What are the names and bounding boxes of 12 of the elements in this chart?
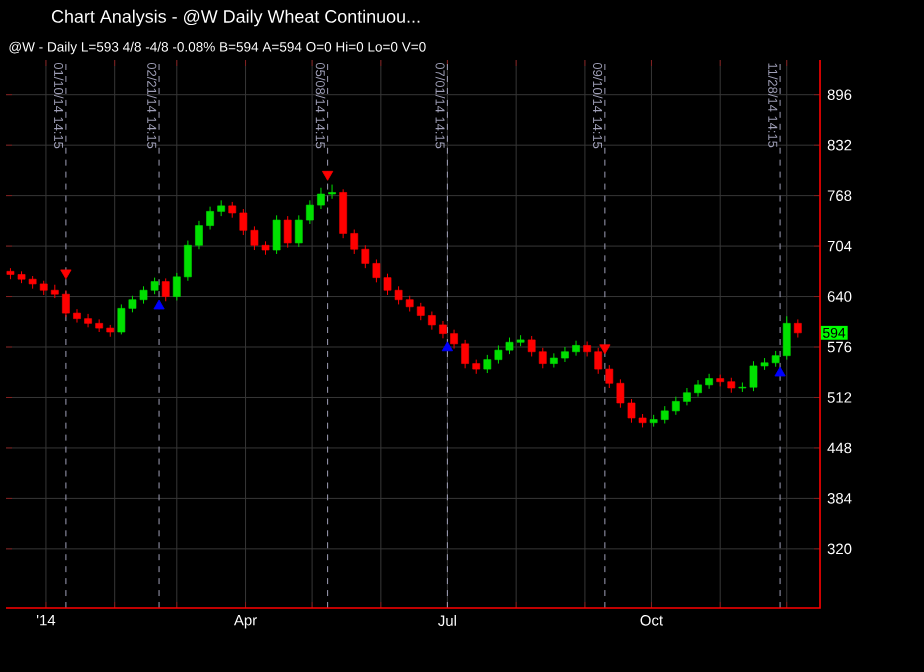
candlestick — [161, 277, 170, 302]
candlestick — [793, 318, 802, 339]
candlestick — [283, 215, 292, 249]
point — [60, 269, 72, 280]
candlestick — [583, 340, 591, 357]
chart-title: Chart Analysis - @W Daily Wheat Continuou... — [51, 9, 420, 27]
point — [774, 366, 786, 377]
point — [322, 170, 334, 181]
candlestick — [272, 214, 281, 255]
point — [441, 341, 453, 352]
point — [153, 299, 165, 310]
point — [599, 344, 611, 355]
